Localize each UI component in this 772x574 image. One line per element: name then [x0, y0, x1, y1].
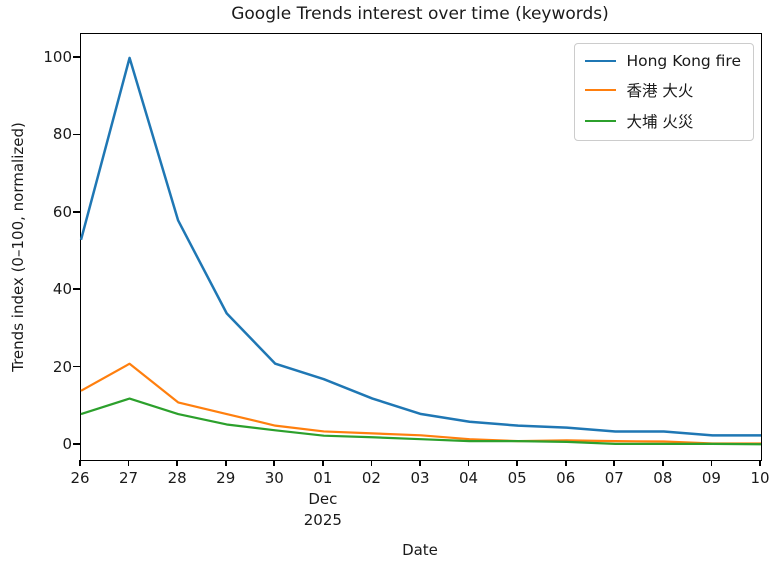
legend-line-swatch — [585, 88, 617, 92]
x-tick-label: 01 — [313, 469, 333, 487]
x-tick-mark — [662, 460, 664, 466]
x-tick-mark — [176, 460, 178, 466]
x-tick-sub-label: Dec — [308, 490, 338, 508]
x-tick-mark — [322, 460, 324, 466]
x-tick-mark — [516, 460, 518, 466]
y-tick-mark — [73, 288, 80, 290]
y-axis-title: Trends index (0–100, normalized) — [9, 122, 27, 372]
legend-entry-label: Hong Kong fire — [626, 52, 741, 70]
series-line-2 — [80, 362, 761, 445]
y-tick-label: 40 — [52, 280, 72, 299]
legend-line-swatch — [585, 119, 617, 123]
y-tick-label: 0 — [62, 435, 72, 453]
x-tick-label: 10 — [750, 469, 770, 487]
legend-entry: 香港 大火 — [585, 79, 741, 101]
y-tick-mark — [73, 133, 80, 136]
y-tick-label: 80 — [52, 125, 72, 144]
y-tick-label: 100 — [43, 47, 72, 66]
y-tick-mark — [73, 56, 80, 58]
x-tick-label: 28 — [167, 469, 187, 487]
plot-area: Hong Kong fire 香港 大火大埔 火災 — [79, 33, 762, 461]
x-tick-mark — [370, 460, 373, 466]
chart-title: Google Trends interest over time (keywor… — [231, 4, 609, 24]
legend-entry: 大埔 火災 — [585, 110, 741, 132]
x-tick-label: 30 — [264, 469, 284, 487]
x-tick-label: 09 — [701, 469, 721, 487]
x-tick-mark — [419, 460, 421, 466]
x-tick-mark — [564, 460, 567, 466]
y-tick-label: 60 — [52, 202, 72, 221]
y-tick-mark — [73, 365, 80, 368]
y-tick-mark — [73, 443, 80, 445]
x-tick-mark — [613, 460, 616, 466]
x-tick-label: 07 — [604, 469, 624, 487]
legend-entry: Hong Kong fire — [585, 52, 741, 70]
line-series-canvas — [79, 56, 762, 446]
x-tick-label: 26 — [70, 469, 90, 487]
x-tick-mark — [759, 460, 761, 466]
y-tick-mark — [73, 210, 80, 213]
x-tick-mark — [273, 460, 276, 466]
x-tick-label: 06 — [556, 469, 576, 487]
x-tick-mark — [467, 460, 470, 466]
x-tick-mark — [224, 460, 227, 466]
series-line-1 — [79, 56, 761, 437]
x-tick-label: 27 — [119, 469, 139, 487]
legend-line-swatch — [585, 59, 617, 63]
x-tick-label: 29 — [216, 469, 236, 487]
legend-box: Hong Kong fire 香港 大火大埔 火災 — [574, 43, 754, 141]
series-line-3 — [80, 397, 762, 446]
x-tick-mark — [79, 460, 81, 466]
x-tick-label: 02 — [361, 469, 381, 487]
x-tick-sub-label: 2025 — [303, 511, 342, 529]
x-tick-mark — [127, 460, 130, 466]
x-tick-label: 04 — [459, 469, 479, 487]
y-tick-label: 20 — [52, 357, 72, 376]
x-tick-label: 08 — [653, 469, 673, 487]
legend-entry-label: 大埔 火災 — [626, 113, 694, 131]
x-tick-label: 05 — [507, 469, 527, 487]
x-axis-title: Date — [402, 541, 438, 559]
x-tick-label: 03 — [410, 469, 430, 487]
x-tick-mark — [710, 460, 713, 466]
legend-entry-label: 香港 大火 — [626, 82, 694, 100]
